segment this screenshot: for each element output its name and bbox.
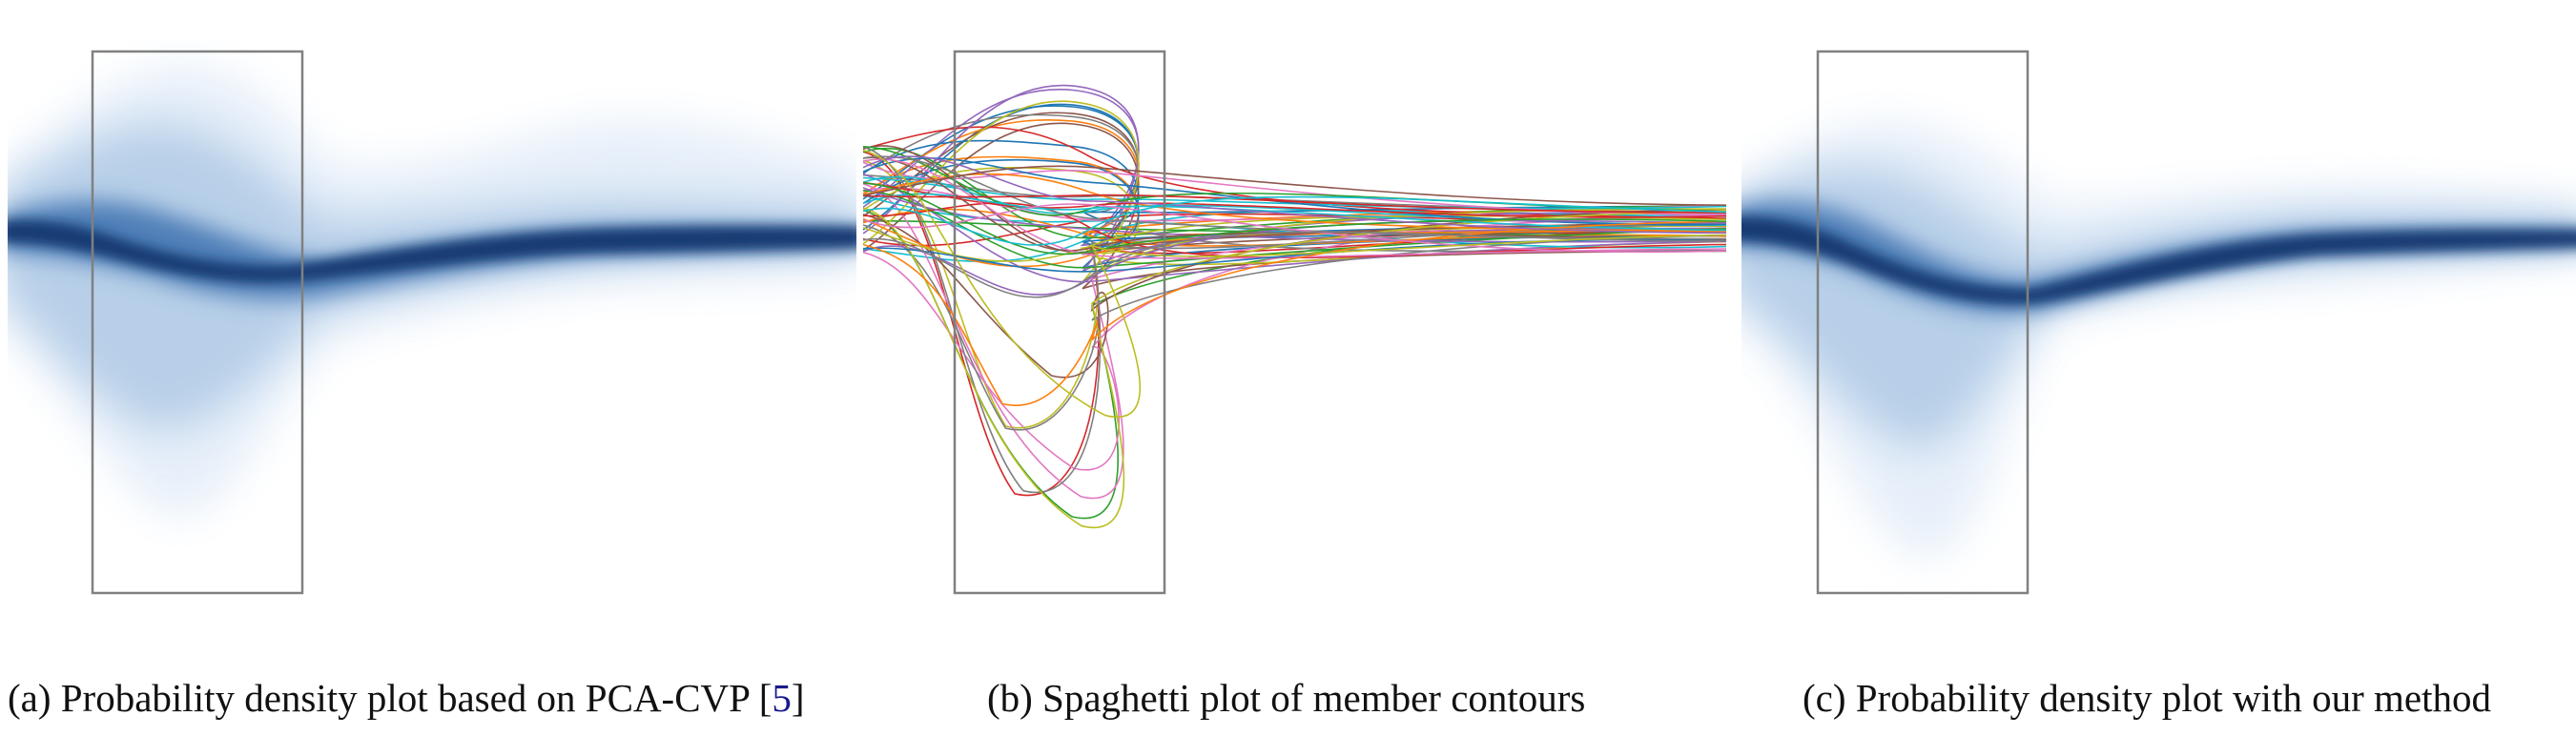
member-contour — [863, 220, 1726, 407]
member-contour — [863, 149, 1726, 419]
caption-b: (b) Spaghetti plot of member contours — [987, 676, 1586, 720]
member-contour — [863, 231, 1726, 298]
panel-b-spaghetti-plot — [863, 38, 1726, 610]
panel-c-density-plot — [1726, 38, 2576, 610]
member-contour — [863, 84, 1726, 273]
member-contour — [863, 158, 1726, 259]
member-contour — [863, 156, 1726, 252]
caption-a-close: ] — [791, 676, 805, 720]
panel-a-density-plot — [0, 38, 863, 610]
caption-a-text: (a) Probability density plot based on PC… — [8, 676, 773, 720]
density-core-band — [1741, 215, 2576, 305]
density-plot-our-method — [1741, 50, 2576, 595]
member-contour — [863, 155, 1726, 235]
member-contour — [863, 146, 1726, 494]
caption-a: (a) Probability density plot based on PC… — [8, 679, 805, 718]
member-contour — [863, 207, 1726, 529]
member-contour — [863, 193, 1726, 232]
density-core-band — [8, 219, 856, 283]
caption-c: (c) Probability density plot with our me… — [1803, 676, 2491, 720]
member-contour — [863, 182, 1726, 256]
region-of-interest-box — [91, 50, 304, 595]
density-mid-band — [8, 124, 856, 430]
member-contour — [863, 183, 1726, 500]
density-plot-pca-cvp — [8, 50, 856, 595]
citation-link[interactable]: 5 — [772, 676, 792, 720]
region-of-interest-box — [1816, 50, 2030, 595]
member-contour — [863, 190, 1726, 269]
member-contours — [863, 84, 1726, 529]
member-contour — [863, 166, 1726, 255]
member-contour — [863, 195, 1726, 246]
region-of-interest-box — [953, 50, 1166, 595]
spaghetti-plot — [863, 50, 1726, 595]
member-contour — [863, 208, 1726, 378]
